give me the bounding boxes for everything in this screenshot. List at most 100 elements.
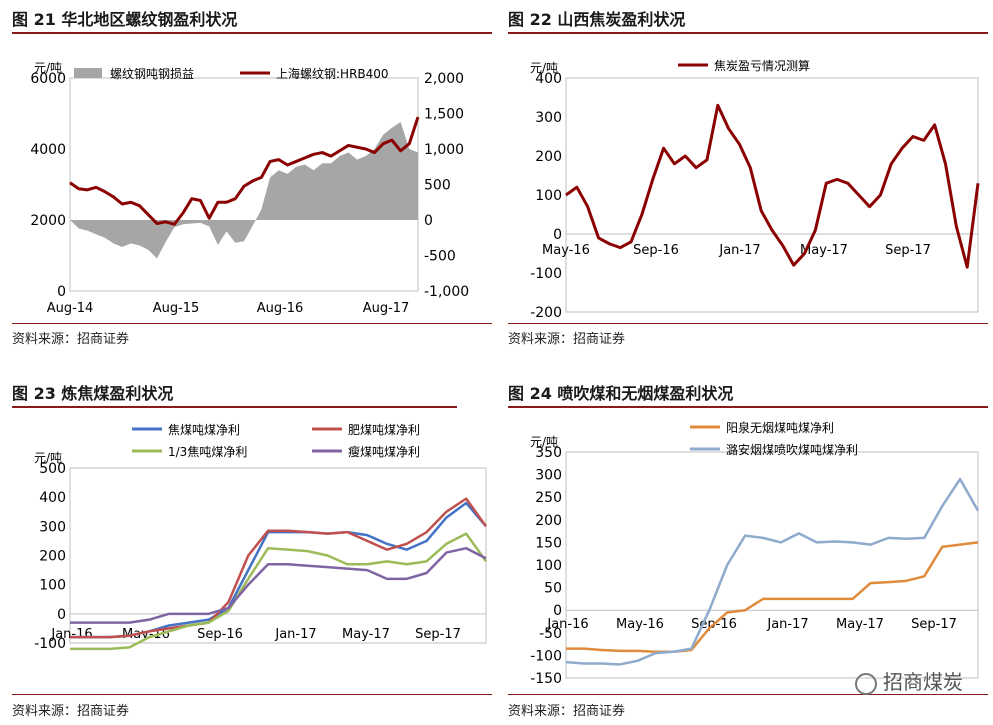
y-tick-label: 4000 — [30, 142, 66, 158]
source-note: 资料来源：招商证券 — [508, 704, 626, 719]
panel-21: 图 21 华北地区螺纹钢盈利状况 元/吨 0 2000 4000 6000 -1,000 -… — [12, 6, 494, 350]
y-tick-label: 400 — [39, 490, 66, 506]
y-tick-label: 300 — [535, 468, 562, 484]
panel-title: 图 21 华北地区螺纹钢盈利状况 — [12, 10, 238, 29]
title-rule — [508, 32, 988, 34]
source-note: 资料来源：招商证券 — [508, 332, 626, 347]
y-tick-label: -100 — [530, 266, 562, 282]
source-note: 资料来源：招商证券 — [12, 332, 130, 347]
steel-profit-chart: 元/吨 0 2000 4000 6000 -1,000 -500 0 500 1,000 1,500… — [30, 61, 469, 316]
plot-frame — [565, 451, 979, 679]
source-note: 资料来源：招商证券 — [12, 704, 130, 719]
y-tick-label: 300 — [39, 519, 66, 535]
y-tick-label: 0 — [553, 603, 562, 619]
unit-label: 元/吨 — [530, 61, 558, 75]
y-tick-label: -150 — [530, 671, 562, 687]
title-rule — [12, 32, 492, 34]
source-rule — [12, 323, 492, 324]
plot-frame — [69, 467, 487, 644]
y2-tick-label: 0 — [424, 213, 433, 229]
panel-22: 图 22 山西焦炭盈利状况 元/吨 -200 -100 0 100 200 300 400 Ma… — [508, 6, 990, 350]
y-tick-label: -200 — [530, 305, 562, 321]
legend-label: 肥煤吨煤净利 — [348, 423, 420, 437]
x-tick-label: Jan-17 — [274, 627, 316, 642]
watermark: 招商煤炭 — [855, 666, 963, 695]
x-tick-label: May-17 — [342, 627, 390, 642]
coke-profit-chart: 元/吨 -200 -100 0 100 200 300 400 May-16 Sep-16 Jan-… — [530, 58, 980, 321]
legend-label: 阳泉无烟煤吨煤净利 — [726, 421, 834, 435]
x-tick-label: May-16 — [616, 617, 664, 632]
title-rule — [508, 406, 988, 408]
source-rule — [12, 694, 492, 695]
title-rule — [12, 406, 457, 408]
unit-label: 元/吨 — [34, 451, 62, 465]
series-line — [69, 116, 420, 226]
series-line — [70, 497, 488, 639]
wechat-icon — [855, 672, 877, 695]
series-area — [70, 122, 418, 259]
legend-label: 焦炭盈亏情况测算 — [714, 58, 810, 73]
y-tick-label: 200 — [39, 549, 66, 565]
legend-label: 瘦煤吨煤净利 — [348, 444, 420, 459]
unit-label: 元/吨 — [34, 61, 62, 75]
panel-23: 图 23 炼焦煤盈利状况 元/吨 -100 0 100 200 300 400 500 Jan-… — [12, 380, 494, 724]
series-line — [565, 477, 980, 666]
y-tick-label: 200 — [535, 149, 562, 165]
y-tick-label: 100 — [535, 558, 562, 574]
legend-label: 潞安烟煤喷吹煤吨煤净利 — [726, 442, 858, 457]
y-tick-label: -50 — [539, 626, 562, 642]
legend-swatch — [74, 68, 102, 78]
x-tick-label: May-16 — [542, 243, 590, 258]
x-tick-label: Jan-16 — [546, 617, 588, 632]
x-tick-label: May-17 — [836, 617, 884, 632]
y-tick-label: 100 — [39, 578, 66, 594]
y-tick-label: 250 — [535, 490, 562, 506]
x-tick-label: Sep-17 — [415, 627, 461, 642]
series-line — [70, 501, 487, 639]
series-line — [566, 541, 979, 654]
x-tick-label: Jan-17 — [718, 243, 760, 258]
series-line — [565, 103, 980, 269]
x-tick-label: Sep-16 — [197, 627, 243, 642]
panel-24: 图 24 喷吹煤和无烟煤盈利状况 元/吨 -150 -100 -50 0 50 100 150… — [508, 380, 990, 724]
x-tick-label: Aug-14 — [47, 301, 94, 316]
y2-tick-label: 1,000 — [424, 142, 464, 158]
source-rule — [508, 323, 988, 324]
legend-label: 焦煤吨煤净利 — [168, 423, 240, 437]
y2-tick-label: 2,000 — [424, 71, 464, 87]
panel-title: 图 23 炼焦煤盈利状况 — [12, 384, 174, 403]
x-tick-label: May-17 — [800, 243, 848, 258]
y-tick-label: 0 — [57, 284, 66, 300]
x-tick-label: Jan-16 — [50, 627, 92, 642]
y-tick-label: 200 — [535, 513, 562, 529]
legend-label: 螺纹钢吨钢损益 — [110, 67, 194, 81]
y2-tick-label: -500 — [424, 249, 456, 265]
panel-title: 图 22 山西焦炭盈利状况 — [508, 10, 686, 29]
unit-label: 元/吨 — [530, 435, 558, 449]
x-tick-label: Jan-17 — [766, 617, 808, 632]
y-tick-label: 0 — [57, 607, 66, 623]
series-line — [70, 546, 487, 624]
panel-title: 图 24 喷吹煤和无烟煤盈利状况 — [508, 384, 734, 403]
y-tick-label: 50 — [544, 581, 562, 597]
legend-label: 1/3焦吨煤净利 — [168, 445, 247, 459]
y-tick-label: -100 — [34, 636, 66, 652]
y-tick-label: 300 — [535, 110, 562, 126]
y2-tick-label: 1,500 — [424, 107, 464, 123]
y-tick-label: 400 — [535, 71, 562, 87]
y-tick-label: -100 — [530, 648, 562, 664]
y-tick-label: 350 — [535, 445, 562, 461]
legend-label: 上海螺纹钢:HRB400 — [276, 66, 389, 81]
x-tick-label: Sep-17 — [911, 617, 957, 632]
y-tick-label: 500 — [39, 461, 66, 477]
series-line — [70, 532, 488, 651]
x-tick-label: Aug-16 — [257, 301, 304, 316]
x-tick-label: Aug-15 — [153, 301, 200, 316]
y2-tick-label: 500 — [424, 178, 451, 194]
pci-anthracite-profit-chart: 元/吨 -150 -100 -50 0 50 100 150 200 250 300 350 Jan-1… — [530, 421, 980, 687]
y-tick-label: 2000 — [30, 213, 66, 229]
plot-frame — [565, 77, 979, 313]
y-tick-label: 0 — [553, 227, 562, 243]
x-tick-label: Sep-16 — [633, 243, 679, 258]
